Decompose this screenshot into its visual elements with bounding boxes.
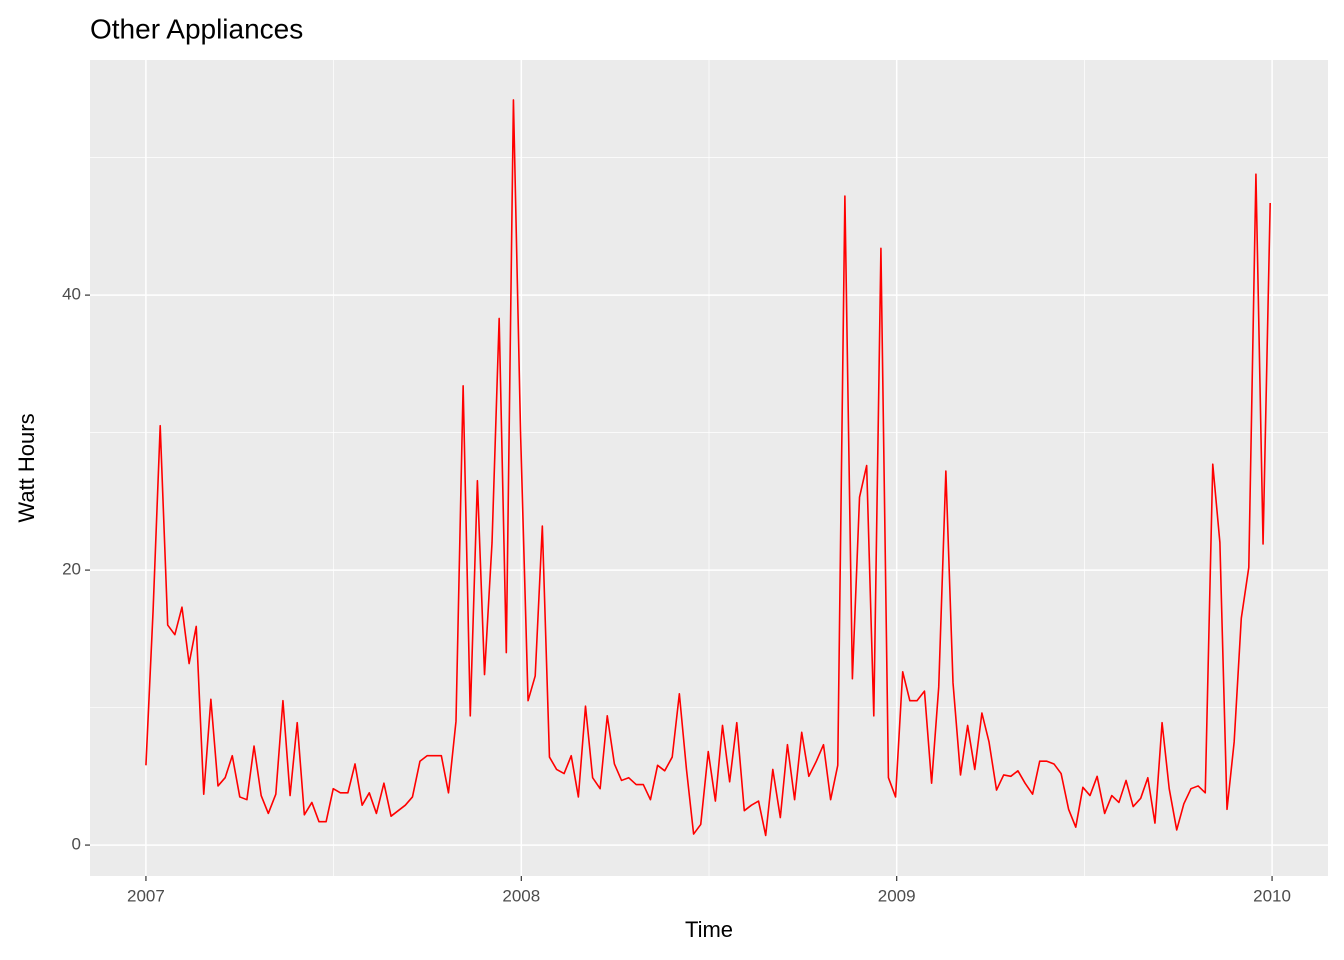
x-tick-label: 2009 (878, 886, 916, 905)
chart-title: Other Appliances (90, 13, 303, 44)
y-tick-label: 40 (62, 285, 81, 304)
x-axis-title: Time (685, 917, 733, 942)
data-line (145, 99, 1271, 837)
x-tick-label: 2007 (127, 886, 165, 905)
y-tick-label: 20 (62, 560, 81, 579)
y-axis-title: Watt Hours (14, 413, 39, 522)
x-tick-label: 2008 (502, 886, 540, 905)
y-tick-label: 0 (72, 835, 81, 854)
x-tick-label: 2010 (1253, 886, 1291, 905)
